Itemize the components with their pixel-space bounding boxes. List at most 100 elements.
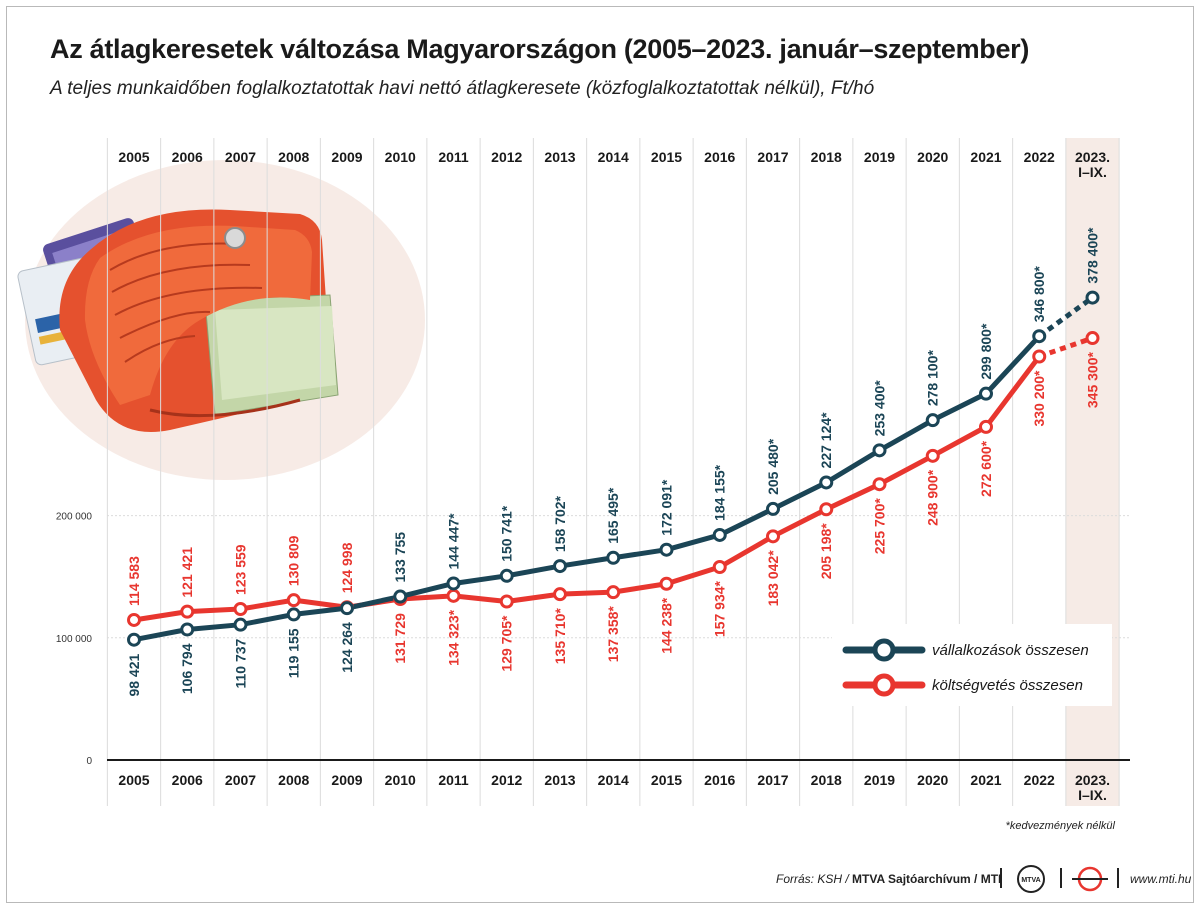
x-tick-label-bottom: 2010 bbox=[385, 772, 416, 788]
series-line-koltsegvetes bbox=[131, 353, 1042, 623]
data-label-vallalkozasok: 106 794 bbox=[179, 643, 195, 694]
data-label-vallalkozasok: 124 264 bbox=[339, 622, 355, 673]
source-prefix: Forrás: KSH / bbox=[776, 872, 853, 886]
x-tick-label-bottom: 2009 bbox=[331, 772, 362, 788]
data-label-vallalkozasok: 184 155* bbox=[712, 464, 728, 521]
data-point-koltsegvetes bbox=[766, 529, 780, 544]
data-point-koltsegvetes bbox=[606, 585, 621, 600]
data-label-vallalkozasok: 172 091* bbox=[659, 479, 675, 536]
data-label-koltsegvetes: 330 200* bbox=[1031, 370, 1047, 427]
footer-separator bbox=[1000, 868, 1002, 888]
data-point-vallalkozasok bbox=[127, 632, 141, 647]
data-label-koltsegvetes: 131 729 bbox=[392, 613, 408, 664]
data-label-koltsegvetes: 205 198* bbox=[818, 523, 834, 580]
legend-label: költségvetés összesen bbox=[932, 677, 1083, 694]
data-label-koltsegvetes: 144 238* bbox=[659, 597, 675, 654]
x-tick-label-bottom: 2011 bbox=[438, 772, 469, 788]
data-point-koltsegvetes bbox=[659, 576, 674, 591]
data-point-vallalkozasok bbox=[766, 501, 780, 516]
data-point-vallalkozasok bbox=[872, 443, 887, 458]
data-point-vallalkozasok bbox=[659, 542, 674, 557]
data-label-koltsegvetes: 137 358* bbox=[605, 606, 621, 663]
x-tick-label-top: 2014 bbox=[598, 149, 629, 165]
data-label-koltsegvetes: 134 323* bbox=[446, 609, 462, 666]
x-tick-label-bottom: 2017 bbox=[757, 772, 788, 788]
x-tick-label-top: 2011 bbox=[438, 149, 469, 165]
data-label-vallalkozasok: 346 800* bbox=[1031, 266, 1047, 323]
data-point-koltsegvetes bbox=[925, 448, 940, 463]
x-tick-label-bottom: 2008 bbox=[278, 772, 309, 788]
data-label-koltsegvetes: 157 934* bbox=[712, 580, 728, 637]
x-tick-label-top: 2010 bbox=[385, 149, 416, 165]
data-label-vallalkozasok: 205 480* bbox=[765, 438, 781, 495]
y-tick-label: 0 bbox=[86, 756, 92, 767]
x-tick-label-top: 2005 bbox=[118, 149, 149, 165]
x-tick-label-top: 2006 bbox=[172, 149, 203, 165]
data-label-koltsegvetes: 272 600* bbox=[978, 440, 994, 497]
data-label-koltsegvetes: 114 583 bbox=[126, 556, 142, 606]
data-point-vallalkozasok bbox=[286, 607, 301, 622]
x-tick-label-bottom: 2007 bbox=[225, 772, 256, 788]
x-tick-label-bottom: 2020 bbox=[917, 772, 948, 788]
footer-separator bbox=[1117, 868, 1119, 888]
data-point-koltsegvetes bbox=[446, 588, 461, 603]
x-tick-label-bottom: 2022 bbox=[1024, 772, 1055, 788]
x-tick-label-top: 2012 bbox=[491, 149, 522, 165]
x-tick-label-top: 2018 bbox=[811, 149, 842, 165]
data-point-koltsegvetes bbox=[1085, 331, 1100, 346]
data-point-koltsegvetes bbox=[1032, 349, 1047, 364]
data-point-koltsegvetes bbox=[233, 602, 248, 617]
data-point-koltsegvetes bbox=[712, 560, 727, 575]
data-point-vallalkozasok bbox=[553, 559, 567, 574]
x-tick-label-top-line2: I–IX. bbox=[1078, 164, 1107, 180]
x-tick-label-bottom: 2018 bbox=[811, 772, 842, 788]
data-label-koltsegvetes: 183 042* bbox=[765, 550, 781, 607]
data-label-vallalkozasok: 278 100* bbox=[925, 350, 941, 407]
data-point-vallalkozasok bbox=[393, 589, 408, 604]
wallet-illustration bbox=[17, 160, 425, 480]
x-tick-label-bottom: 2021 bbox=[970, 772, 1001, 788]
x-tick-label-top: 2007 bbox=[225, 149, 256, 165]
data-label-vallalkozasok: 227 124* bbox=[818, 412, 834, 469]
x-tick-label-bottom-line2: I–IX. bbox=[1078, 787, 1107, 803]
x-tick-label-bottom: 2014 bbox=[598, 772, 629, 788]
footnote: *kedvezmények nélkül bbox=[1006, 820, 1116, 832]
data-point-vallalkozasok bbox=[979, 386, 993, 401]
x-tick-label-bottom: 2012 bbox=[491, 772, 522, 788]
data-label-vallalkozasok: 150 741* bbox=[499, 505, 515, 562]
data-point-koltsegvetes bbox=[872, 477, 887, 492]
footer-url: www.mti.hu bbox=[1130, 872, 1192, 886]
footer-source: Forrás: KSH / MTVA Sajtóarchívum / MTI bbox=[776, 872, 1001, 886]
y-tick-label: 200 000 bbox=[56, 512, 93, 523]
x-tick-label-bottom: 2023. bbox=[1075, 772, 1110, 788]
legend-label: vállalkozások összesen bbox=[932, 642, 1089, 659]
x-tick-label-bottom: 2015 bbox=[651, 772, 682, 788]
data-point-koltsegvetes bbox=[979, 419, 993, 434]
data-label-vallalkozasok: 119 155 bbox=[286, 628, 302, 678]
data-point-vallalkozasok bbox=[446, 576, 461, 591]
data-label-koltsegvetes: 129 705* bbox=[499, 615, 515, 672]
data-point-koltsegvetes bbox=[180, 604, 195, 619]
chart-subtitle: A teljes munkaidőben foglalkoztatottak h… bbox=[50, 78, 875, 99]
mti-logo bbox=[1072, 866, 1108, 892]
data-label-vallalkozasok: 98 421 bbox=[126, 654, 142, 697]
data-label-koltsegvetes: 135 710* bbox=[552, 608, 568, 665]
data-point-vallalkozasok bbox=[819, 475, 834, 490]
mtva-logo: MTVA bbox=[1017, 865, 1045, 893]
data-point-vallalkozasok bbox=[499, 568, 514, 583]
data-label-vallalkozasok: 144 447* bbox=[446, 513, 462, 570]
x-tick-label-top: 2020 bbox=[917, 149, 948, 165]
footer-separator bbox=[1060, 868, 1062, 888]
data-label-vallalkozasok: 158 702* bbox=[552, 495, 568, 552]
x-tick-label-top: 2017 bbox=[757, 149, 788, 165]
data-label-koltsegvetes: 225 700* bbox=[872, 498, 888, 555]
data-point-koltsegvetes bbox=[286, 593, 301, 608]
data-point-vallalkozasok bbox=[606, 550, 621, 565]
data-label-vallalkozasok: 110 737 bbox=[233, 638, 249, 688]
x-tick-label-top: 2019 bbox=[864, 149, 895, 165]
legend-swatch-point bbox=[872, 673, 896, 697]
data-label-koltsegvetes: 248 900* bbox=[925, 469, 941, 526]
x-tick-label-bottom: 2005 bbox=[118, 772, 149, 788]
series-line-dashed-koltsegvetes bbox=[1038, 335, 1094, 359]
